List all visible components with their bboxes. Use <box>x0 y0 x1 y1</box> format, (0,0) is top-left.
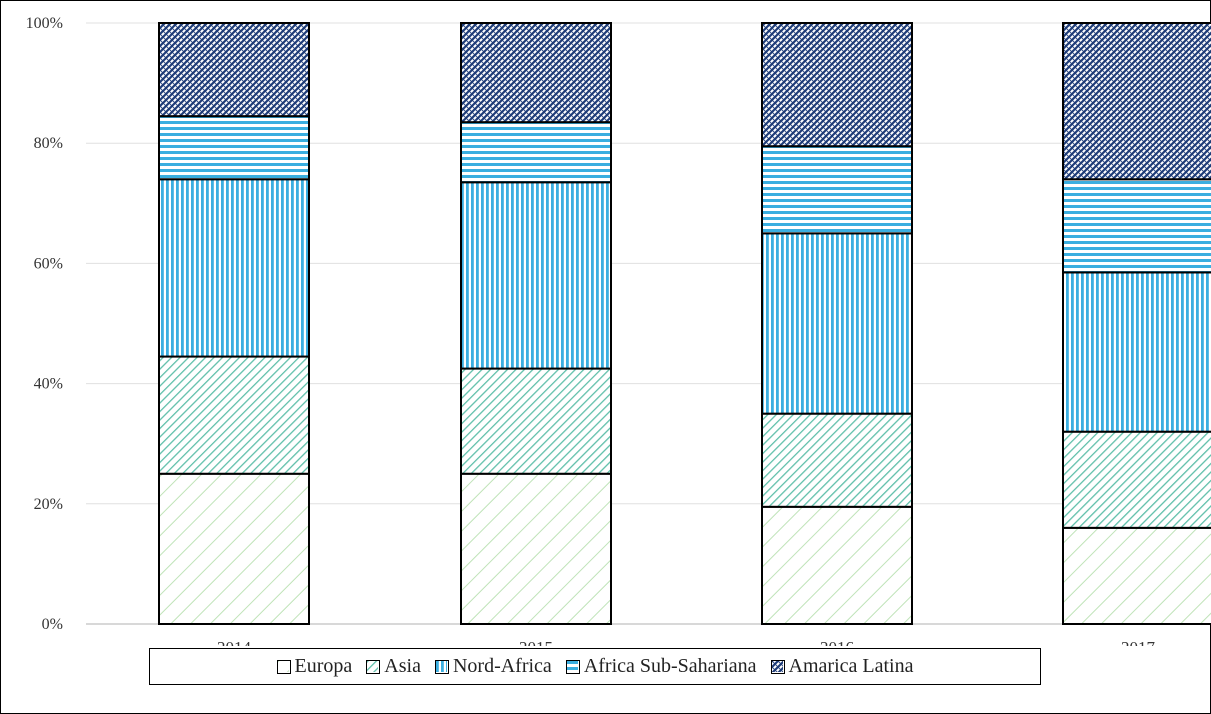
legend-label-europa: Europa <box>294 655 353 677</box>
bar-2017-europa <box>1062 526 1211 626</box>
x-tick-label-2014: 2014 <box>217 638 252 646</box>
bar-2016-asia <box>761 412 913 508</box>
bar-2017-africa-sub-sahariana <box>1062 178 1211 274</box>
bar-2015-asia <box>460 367 612 475</box>
bar-2016-europa <box>761 505 913 625</box>
y-tick-label: 60% <box>34 255 63 272</box>
x-tick-label-2017: 2017 <box>1121 638 1156 646</box>
bar-2014-europa <box>158 472 310 625</box>
bar-2017-asia <box>1062 430 1211 529</box>
legend-item-europa: Europa <box>276 655 353 678</box>
legend-swatch-asia <box>366 659 381 674</box>
legend-label-nord-africa: Nord-Africa <box>452 655 552 677</box>
x-tick-label-2015: 2015 <box>519 638 553 646</box>
legend-item-nord-africa: Nord-Africa <box>434 655 552 678</box>
bar-2015-africa-sub-sahariana <box>460 121 612 184</box>
bar-2015-amarica-latina <box>460 22 612 124</box>
legend-swatch-nord-africa <box>434 659 449 674</box>
bars <box>158 22 1211 626</box>
legend-item-africa-sub-sahariana: Africa Sub-Sahariana <box>565 655 757 678</box>
legend-swatch-europa <box>276 659 291 674</box>
legend-swatch-amarica-latina <box>770 659 785 674</box>
bar-2014-africa-sub-sahariana <box>158 115 310 181</box>
y-axis-ticks: 0% 20% 40% 60% 80% 100% <box>26 15 63 633</box>
legend-item-asia: Asia <box>366 655 421 678</box>
y-tick-label: 40% <box>34 376 63 393</box>
y-tick-label: 100% <box>26 15 63 32</box>
legend: Europa Asia Nord-Africa Africa Sub-Sahar… <box>149 648 1041 685</box>
bar-2014-amarica-latina <box>158 22 310 118</box>
bar-2014-nord-africa <box>158 178 310 358</box>
bar-2016-nord-africa <box>761 232 913 415</box>
legend-label-amarica-latina: Amarica Latina <box>788 655 914 677</box>
bar-2015-nord-africa <box>460 181 612 370</box>
x-tick-label-2016: 2016 <box>820 638 854 646</box>
x-axis-ticks: 2014 2015 2016 2017 <box>217 638 1156 657</box>
bar-2014-asia <box>158 355 310 475</box>
legend-label-africa-sub-sahariana: Africa Sub-Sahariana <box>583 655 757 677</box>
y-tick-label: 80% <box>34 135 63 152</box>
chart-plot: 0% 20% 40% 60% 80% 100% 2014 2015 2016 2017 <box>26 15 1211 657</box>
bar-2017-nord-africa <box>1062 271 1211 433</box>
legend-swatch-africa-sub-sahariana <box>565 659 580 674</box>
legend-label-asia: Asia <box>384 655 421 677</box>
bar-2016-africa-sub-sahariana <box>761 145 913 235</box>
y-tick-label: 0% <box>42 616 63 633</box>
legend-item-amarica-latina: Amarica Latina <box>770 655 914 678</box>
bar-2015-europa <box>460 472 612 625</box>
bar-2017-amarica-latina <box>1062 22 1211 181</box>
bar-2016-amarica-latina <box>761 22 913 148</box>
y-tick-label: 20% <box>34 496 63 513</box>
